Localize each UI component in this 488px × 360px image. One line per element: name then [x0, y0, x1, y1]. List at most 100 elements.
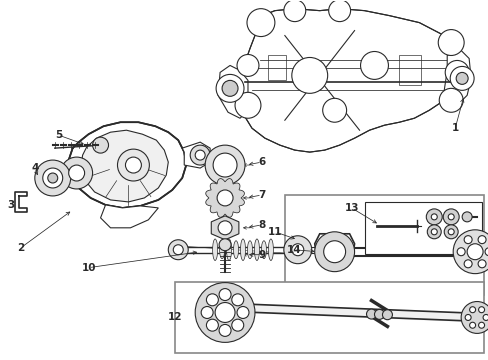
Circle shape	[322, 98, 346, 122]
Circle shape	[201, 306, 213, 319]
Circle shape	[246, 9, 274, 37]
Circle shape	[426, 209, 441, 225]
Circle shape	[283, 236, 311, 264]
Bar	[175, 282, 483, 353]
Circle shape	[213, 153, 237, 177]
Text: 3: 3	[7, 200, 15, 210]
Circle shape	[314, 232, 354, 272]
Circle shape	[237, 54, 259, 76]
Text: 2: 2	[17, 243, 24, 253]
Polygon shape	[68, 122, 186, 208]
Circle shape	[477, 260, 485, 268]
Circle shape	[291, 244, 303, 256]
Circle shape	[466, 244, 482, 260]
Circle shape	[222, 80, 238, 96]
Text: 6: 6	[258, 157, 265, 167]
Circle shape	[205, 145, 244, 185]
Polygon shape	[240, 9, 458, 152]
Circle shape	[449, 67, 473, 90]
Circle shape	[461, 212, 471, 222]
Text: 9: 9	[258, 250, 265, 260]
Circle shape	[195, 283, 254, 342]
Polygon shape	[205, 179, 244, 217]
Circle shape	[437, 30, 463, 55]
Ellipse shape	[240, 239, 245, 261]
Ellipse shape	[212, 239, 217, 261]
Text: 7: 7	[258, 190, 265, 200]
Ellipse shape	[226, 239, 231, 261]
Circle shape	[460, 302, 488, 333]
Circle shape	[218, 221, 232, 235]
Polygon shape	[211, 216, 239, 240]
Circle shape	[427, 225, 440, 239]
Text: 1: 1	[450, 123, 458, 133]
Circle shape	[374, 309, 384, 319]
Circle shape	[468, 307, 475, 313]
Circle shape	[478, 322, 484, 328]
Ellipse shape	[219, 241, 224, 259]
Circle shape	[477, 236, 485, 244]
Circle shape	[463, 260, 471, 268]
Circle shape	[430, 229, 436, 235]
Circle shape	[484, 248, 488, 256]
Circle shape	[48, 173, 58, 183]
Circle shape	[438, 88, 462, 112]
Circle shape	[464, 315, 470, 320]
Circle shape	[68, 165, 84, 181]
Circle shape	[35, 160, 71, 196]
Bar	[267, 55, 285, 80]
Circle shape	[455, 72, 467, 84]
Circle shape	[125, 157, 141, 173]
Ellipse shape	[233, 241, 238, 259]
Text: 4: 4	[31, 163, 39, 173]
Text: 11: 11	[267, 227, 282, 237]
Circle shape	[360, 51, 387, 80]
Circle shape	[206, 319, 218, 331]
Polygon shape	[443, 50, 470, 105]
Circle shape	[442, 209, 458, 225]
Circle shape	[447, 214, 453, 220]
Circle shape	[456, 248, 464, 256]
Circle shape	[237, 306, 248, 319]
Circle shape	[291, 58, 327, 93]
Bar	[364, 202, 481, 254]
Circle shape	[61, 157, 92, 189]
Circle shape	[366, 309, 376, 319]
Ellipse shape	[254, 239, 259, 261]
Circle shape	[219, 239, 230, 251]
Circle shape	[219, 289, 230, 301]
Text: 10: 10	[81, 263, 96, 273]
Ellipse shape	[261, 241, 266, 259]
Circle shape	[382, 310, 392, 320]
Circle shape	[430, 214, 436, 220]
Ellipse shape	[268, 239, 273, 261]
Circle shape	[463, 236, 471, 244]
Polygon shape	[314, 234, 354, 266]
Circle shape	[231, 294, 243, 306]
Circle shape	[206, 294, 218, 306]
Circle shape	[42, 168, 62, 188]
Polygon shape	[101, 205, 158, 228]
Circle shape	[231, 319, 243, 331]
Polygon shape	[182, 142, 210, 168]
Circle shape	[444, 60, 468, 84]
Ellipse shape	[247, 241, 252, 259]
Circle shape	[219, 324, 230, 336]
Circle shape	[215, 302, 235, 323]
Text: 13: 13	[344, 203, 358, 213]
Circle shape	[468, 322, 475, 328]
Circle shape	[216, 75, 244, 102]
Text: 14: 14	[286, 245, 301, 255]
Circle shape	[478, 307, 484, 313]
Polygon shape	[218, 66, 247, 118]
Circle shape	[447, 229, 453, 235]
Bar	[399, 55, 421, 85]
Circle shape	[92, 137, 108, 153]
Circle shape	[190, 145, 210, 165]
Circle shape	[482, 315, 488, 320]
Circle shape	[217, 190, 233, 206]
Circle shape	[195, 150, 205, 160]
Text: 12: 12	[168, 312, 182, 323]
Polygon shape	[81, 130, 168, 202]
Circle shape	[235, 92, 261, 118]
